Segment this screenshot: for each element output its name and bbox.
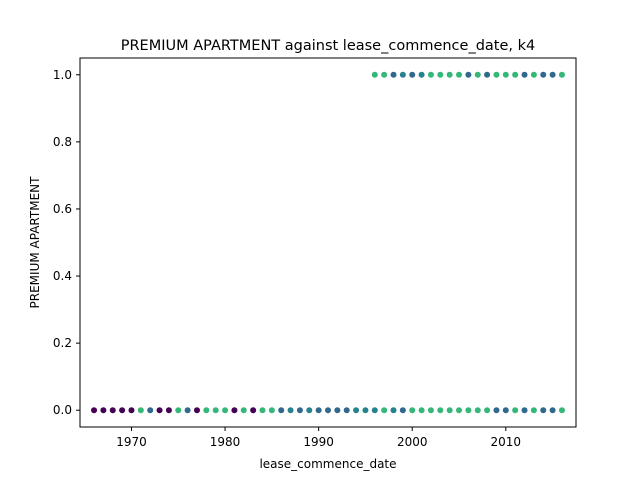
data-point — [549, 407, 556, 414]
data-point — [390, 71, 397, 78]
data-point — [100, 407, 107, 414]
data-point — [493, 407, 500, 414]
data-point — [437, 407, 444, 414]
data-point — [296, 407, 303, 414]
data-point — [474, 407, 481, 414]
data-point — [399, 71, 406, 78]
plot-area-frame — [79, 57, 577, 428]
data-point — [399, 407, 406, 414]
data-point — [409, 407, 416, 414]
data-point — [278, 407, 285, 414]
y-tick-label: 1.0 — [53, 68, 72, 82]
data-point — [512, 407, 519, 414]
x-tick-label: 1970 — [116, 435, 147, 449]
data-point — [549, 71, 556, 78]
data-point — [456, 71, 463, 78]
data-point — [259, 407, 266, 414]
data-point — [390, 407, 397, 414]
data-point — [109, 407, 116, 414]
y-axis-label: PREMIUM APARTMENT — [28, 176, 42, 309]
data-point — [325, 407, 331, 414]
data-point — [484, 407, 491, 414]
data-point — [175, 407, 182, 414]
data-point — [231, 407, 238, 414]
data-point — [540, 407, 547, 414]
data-point — [165, 407, 172, 414]
data-point — [203, 407, 210, 414]
data-point — [156, 407, 163, 414]
data-point — [371, 71, 378, 78]
data-point — [493, 71, 500, 78]
data-point — [381, 407, 388, 414]
data-point — [418, 407, 425, 414]
chart-title: PREMIUM APARTMENT against lease_commence… — [121, 38, 536, 54]
data-point — [119, 407, 126, 414]
data-point — [521, 71, 528, 78]
data-point — [240, 407, 247, 414]
data-point — [371, 407, 378, 414]
data-point — [427, 407, 434, 414]
data-point — [147, 407, 154, 414]
data-point — [137, 407, 144, 414]
data-point — [474, 71, 481, 78]
y-tick-label: 0.6 — [53, 202, 72, 216]
data-point — [250, 407, 257, 414]
x-tick-label: 1990 — [303, 435, 334, 449]
data-point — [212, 407, 219, 414]
y-tick-label: 0.0 — [53, 403, 72, 417]
data-point — [381, 71, 388, 78]
x-axis-ticks: 1970 1980 1990 2000 2010 — [116, 427, 521, 449]
x-tick-label: 1980 — [210, 435, 241, 449]
data-point — [437, 71, 444, 78]
data-point — [306, 407, 313, 414]
y-axis-ticks: 0.0 0.2 0.4 0.6 0.8 1.0 — [53, 68, 80, 417]
x-tick-label: 2010 — [491, 435, 522, 449]
data-point — [558, 71, 565, 78]
data-point — [446, 71, 453, 78]
data-point — [558, 407, 565, 414]
points-layer — [91, 71, 565, 414]
data-point — [409, 71, 416, 78]
data-point — [530, 71, 537, 78]
y-tick-label: 0.8 — [53, 135, 72, 149]
data-point — [418, 71, 425, 78]
data-point — [222, 407, 229, 414]
data-point — [353, 407, 360, 414]
data-point — [502, 71, 509, 78]
y-tick-label: 0.4 — [53, 269, 72, 283]
data-point — [446, 407, 453, 414]
data-point — [268, 407, 275, 414]
data-point — [512, 71, 519, 78]
x-tick-label: 2000 — [397, 435, 428, 449]
data-point — [465, 71, 472, 78]
data-point — [343, 407, 350, 414]
data-point — [530, 407, 537, 414]
data-point — [91, 407, 98, 414]
data-point — [540, 71, 547, 78]
data-point — [456, 407, 463, 414]
y-tick-label: 0.2 — [53, 336, 72, 350]
data-point — [334, 407, 341, 414]
data-point — [484, 71, 491, 78]
data-point — [184, 407, 191, 414]
data-point — [128, 407, 135, 414]
data-point — [521, 407, 528, 414]
data-point — [427, 71, 434, 78]
data-point — [502, 407, 509, 414]
data-point — [193, 407, 200, 414]
data-point — [287, 407, 294, 414]
x-axis-label: lease_commence_date — [259, 457, 396, 471]
data-point — [465, 407, 472, 414]
data-point — [315, 407, 322, 414]
data-point — [362, 407, 369, 414]
